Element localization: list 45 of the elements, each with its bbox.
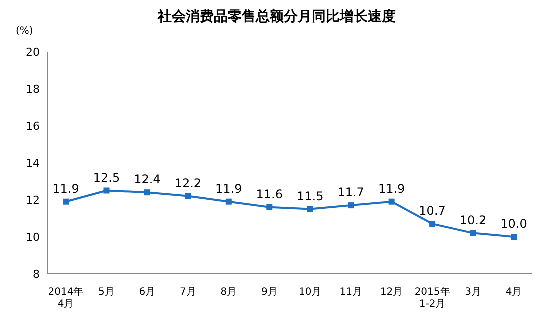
data-label: 11.9 [378, 182, 406, 196]
x-tick-label: 8月 [220, 287, 238, 298]
y-axis-title: (%) [16, 26, 34, 37]
y-tick-label: 16 [26, 120, 40, 133]
x-tick-label: 2015年 1-2月 [414, 286, 450, 310]
data-label: 10.2 [460, 213, 487, 228]
y-tick-label: 20 [26, 46, 40, 59]
x-tick-label: 2014年 4月 [48, 286, 84, 310]
data-label: 11.7 [338, 186, 364, 200]
x-tick-label: 9月 [261, 287, 278, 298]
point [388, 198, 395, 205]
y-tick-label: 8 [33, 268, 40, 281]
point [144, 190, 150, 196]
point [104, 188, 110, 194]
point [63, 198, 69, 205]
point [226, 198, 232, 205]
x-tick-label: 5月 [98, 287, 115, 298]
y-tick-label: 12 [26, 194, 40, 207]
x-tick-label: 3月 [465, 287, 482, 298]
data-label: 11.5 [297, 189, 324, 204]
y-tick-label: 18 [26, 82, 40, 96]
data-label: 10.7 [419, 204, 446, 218]
point [266, 204, 273, 210]
point [348, 202, 354, 209]
x-tick-label: 12月 [380, 287, 404, 298]
chart-title: 社会消费品零售总额分月同比增长速度 [156, 8, 397, 26]
point [185, 193, 192, 200]
x-tick-label: 10月 [298, 287, 322, 298]
point [430, 221, 436, 228]
data-label: 11.9 [216, 182, 242, 196]
data-label: 11.6 [256, 187, 283, 202]
data-label: 10.0 [500, 217, 528, 231]
data-label: 12.4 [134, 172, 161, 187]
point [307, 206, 314, 212]
data-label: 12.2 [174, 176, 202, 190]
y-tick-label: 14 [26, 156, 40, 170]
y-tick-label: 10 [26, 230, 40, 244]
x-tick-label: 11月 [340, 287, 362, 298]
data-label: 12.5 [93, 170, 120, 185]
point [511, 234, 517, 240]
data-label: 11.9 [52, 182, 80, 196]
x-tick-label: 7月 [180, 287, 196, 298]
x-tick-label: 6月 [139, 287, 156, 298]
point [470, 230, 476, 236]
x-tick-label: 4月 [506, 287, 522, 298]
